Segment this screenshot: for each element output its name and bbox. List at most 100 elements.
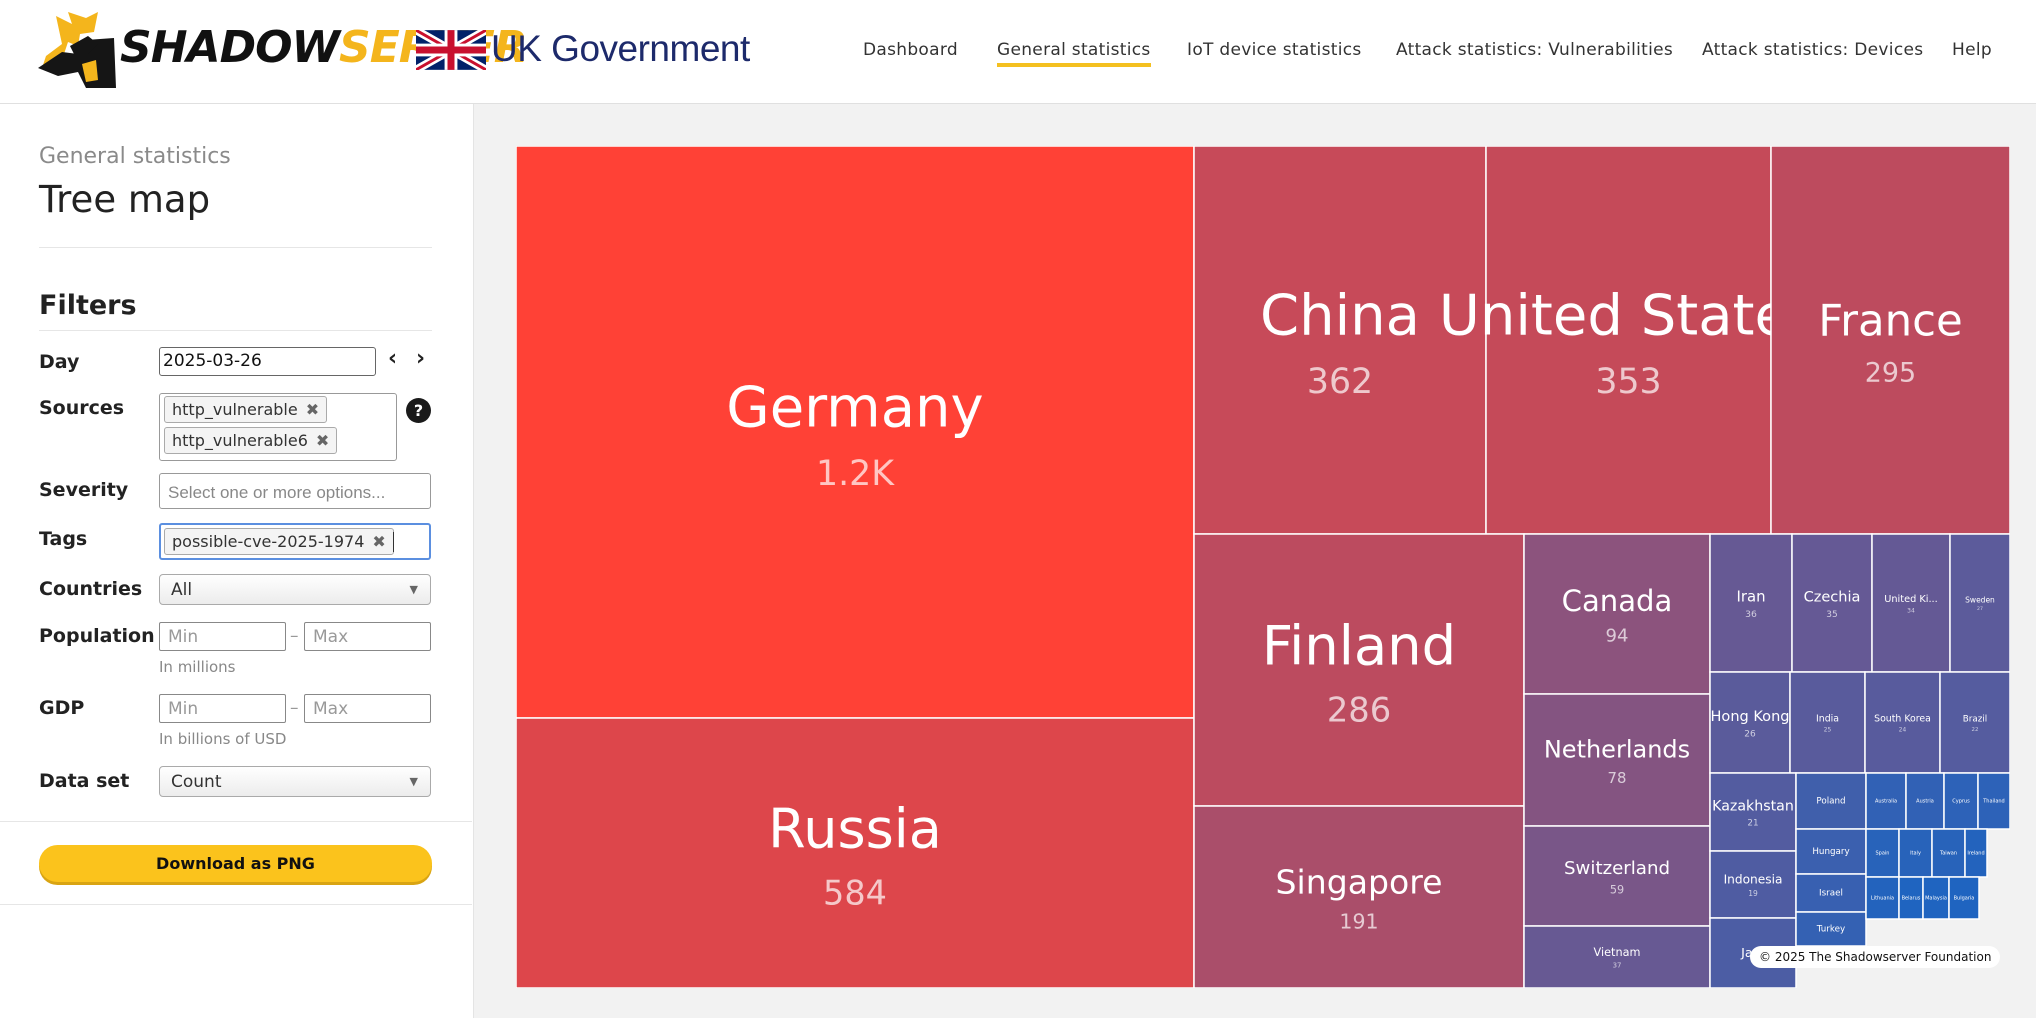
gdp-hint: In billions of USD [159, 730, 287, 748]
severity-select[interactable] [159, 473, 431, 509]
treemap-cell-united-ki-[interactable]: United Ki... 34 [1871, 533, 1951, 673]
treemap-cell-brazil[interactable]: Brazil 22 [1939, 671, 2010, 774]
treemap-rect[interactable] [1898, 876, 1924, 920]
treemap-rect[interactable] [1523, 925, 1711, 988]
help-icon[interactable]: ? [406, 398, 431, 423]
treemap-cell-sweden[interactable]: Sweden 27 [1949, 533, 2010, 673]
treemap-cell-hong-kong[interactable]: Hong Kong 26 [1709, 671, 1791, 774]
treemap-rect[interactable] [1485, 146, 1772, 535]
treemap-country-label: Belarus [1902, 896, 1921, 902]
treemap-cell-singapore[interactable]: Singapore 191 [1193, 805, 1525, 988]
countries-select[interactable]: All ▼ [159, 574, 431, 605]
source-chip[interactable]: http_vulnerable ✖ [164, 396, 328, 423]
treemap-cell-germany[interactable]: Germany 1.2K [516, 146, 1195, 719]
population-max-input[interactable]: Max [304, 622, 431, 651]
gdp-min-input[interactable]: Min [159, 694, 286, 723]
treemap-rect[interactable] [1523, 693, 1711, 827]
treemap-cell-spain[interactable]: Spain [1865, 828, 1900, 878]
treemap-cell-switzerland[interactable]: Switzerland 59 [1523, 825, 1711, 927]
treemap-cell-united-states[interactable]: United States 353 [1439, 146, 1818, 535]
treemap-rect[interactable] [1795, 911, 1867, 947]
tag-chip[interactable]: possible-cve-2025-1974 ✖ [164, 528, 394, 555]
treemap-rect[interactable] [1791, 533, 1873, 673]
treemap-cell-israel[interactable]: Israel [1795, 873, 1867, 913]
treemap-cell-netherlands[interactable]: Netherlands 78 [1523, 693, 1711, 827]
population-min-input[interactable]: Min [159, 622, 286, 651]
treemap-rect[interactable] [1865, 772, 1907, 830]
treemap-cell-indonesia[interactable]: Indonesia 19 [1709, 850, 1797, 919]
shadowserver-logo-icon[interactable] [38, 10, 118, 88]
treemap-value-label: 19 [1748, 889, 1758, 898]
nav-iot-device-statistics[interactable]: IoT device statistics [1187, 40, 1362, 60]
remove-chip-icon[interactable]: ✖ [315, 431, 330, 450]
treemap-rect[interactable] [516, 146, 1195, 719]
treemap-rect[interactable] [1795, 828, 1867, 875]
treemap-cell-bulgaria[interactable]: Bulgaria [1948, 876, 1980, 920]
treemap-cell-cyprus[interactable]: Cyprus [1943, 772, 1979, 830]
treemap-rect[interactable] [1770, 146, 2010, 535]
treemap-cell-kazakhstan[interactable]: Kazakhstan 21 [1709, 772, 1797, 852]
treemap-rect[interactable] [1948, 876, 1980, 920]
treemap-country-label: Hong Kong [1711, 709, 1790, 725]
filters-heading: Filters [39, 290, 137, 321]
treemap-cell-south-korea[interactable]: South Korea 24 [1864, 671, 1941, 774]
treemap-rect[interactable] [1949, 533, 2010, 673]
treemap-cell-thailand[interactable]: Thailand [1977, 772, 2010, 830]
treemap-cell-russia[interactable]: Russia 584 [516, 717, 1195, 988]
treemap-rect[interactable] [1905, 772, 1945, 830]
treemap-cell-czechia[interactable]: Czechia 35 [1791, 533, 1873, 673]
tags-label: Tags [39, 528, 88, 550]
next-day-icon[interactable]: › [416, 346, 426, 371]
treemap-cell-lithuania[interactable]: Lithuania [1865, 876, 1900, 920]
treemap-cell-france[interactable]: France 295 [1770, 146, 2010, 535]
treemap-rect[interactable] [1523, 825, 1711, 927]
treemap-rect[interactable] [1193, 146, 1487, 535]
treemap-rect[interactable] [1709, 533, 1793, 673]
treemap-country-label: Kazakhstan [1712, 799, 1794, 815]
treemap-rect[interactable] [1709, 850, 1797, 919]
treemap-value-label: 94 [1606, 626, 1629, 647]
treemap-value-label: 353 [1595, 362, 1661, 402]
gdp-max-input[interactable]: Max [304, 694, 431, 723]
remove-chip-icon[interactable]: ✖ [372, 532, 386, 551]
treemap-rect[interactable] [1939, 671, 2010, 774]
dataset-select[interactable]: Count ▼ [159, 766, 431, 797]
treemap-cell-finland[interactable]: Finland 286 [1193, 533, 1525, 807]
source-chip[interactable]: http_vulnerable6 ✖ [164, 427, 338, 454]
treemap-rect[interactable] [1523, 533, 1711, 695]
treemap-cell-italy[interactable]: Italy [1898, 828, 1933, 878]
treemap-cell-china[interactable]: China 362 [1193, 146, 1487, 535]
treemap-cell-india[interactable]: India 25 [1789, 671, 1866, 774]
treemap-rect[interactable] [1789, 671, 1866, 774]
treemap-country-label: South Korea [1874, 714, 1931, 725]
treemap-cell-canada[interactable]: Canada 94 [1523, 533, 1711, 695]
treemap-country-label: Malaysia [1925, 896, 1947, 902]
treemap-country-label: Poland [1816, 797, 1845, 807]
treemap-cell-malaysia[interactable]: Malaysia [1922, 876, 1950, 920]
treemap-value-label: 26 [1744, 729, 1756, 739]
nav-attack-devices[interactable]: Attack statistics: Devices [1702, 40, 1924, 60]
treemap-cell-hungary[interactable]: Hungary [1795, 828, 1867, 875]
treemap-rect[interactable] [1977, 772, 2010, 830]
treemap-cell-belarus[interactable]: Belarus [1898, 876, 1924, 920]
treemap-cell-ireland[interactable]: Ireland [1964, 828, 1988, 878]
nav-help[interactable]: Help [1952, 40, 1992, 60]
page-subtitle: General statistics [39, 144, 231, 169]
treemap-cell-poland[interactable]: Poland [1795, 772, 1867, 830]
nav-general-statistics[interactable]: General statistics [997, 40, 1151, 67]
treemap-cell-australia[interactable]: Australia [1865, 772, 1907, 830]
treemap-rect[interactable] [1922, 876, 1950, 920]
treemap-cell-vietnam[interactable]: Vietnam 37 [1523, 925, 1711, 988]
treemap-cell-austria[interactable]: Austria [1905, 772, 1945, 830]
treemap-rect[interactable] [1193, 805, 1525, 988]
treemap-cell-taiwan[interactable]: Taiwan [1931, 828, 1966, 878]
treemap-cell-iran[interactable]: Iran 36 [1709, 533, 1793, 673]
day-input[interactable] [159, 347, 376, 376]
treemap-rect[interactable] [516, 717, 1195, 988]
treemap-cell-turkey[interactable]: Turkey [1795, 911, 1867, 947]
remove-chip-icon[interactable]: ✖ [305, 400, 320, 419]
nav-dashboard[interactable]: Dashboard [863, 40, 958, 60]
download-png-button[interactable]: Download as PNG [39, 845, 432, 882]
nav-attack-vulnerabilities[interactable]: Attack statistics: Vulnerabilities [1396, 40, 1674, 60]
previous-day-icon[interactable]: ‹ [388, 346, 398, 371]
